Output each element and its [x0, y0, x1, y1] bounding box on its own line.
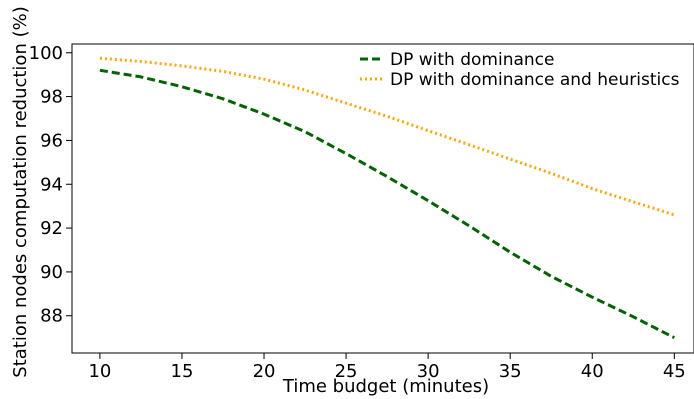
x-tick-label: 30 — [417, 361, 440, 382]
y-tick-label: 88 — [40, 306, 63, 327]
series-line-dp-dominance-heuristics — [99, 56, 675, 217]
y-tick-label: 98 — [40, 87, 63, 108]
y-tick-label: 94 — [40, 174, 63, 195]
plot-area — [71, 43, 694, 354]
y-tick-label: 100 — [29, 43, 63, 64]
x-tick-label: 40 — [581, 361, 604, 382]
series-layer — [99, 56, 675, 340]
series-line-dp-dominance — [99, 68, 675, 340]
y-axis-label: Station nodes computation reduction (%) — [10, 6, 31, 377]
x-axis-ticks: 10 15 20 25 30 35 40 45 — [88, 353, 686, 382]
y-tick-label: 96 — [40, 130, 63, 151]
legend-label-dp-dominance: DP with dominance — [390, 50, 554, 70]
x-tick-label: 25 — [335, 361, 358, 382]
x-tick-label: 15 — [171, 361, 194, 382]
x-tick-label: 45 — [663, 361, 686, 382]
legend-label-dp-dominance-heuristics: DP with dominance and heuristics — [390, 70, 680, 90]
legend: DP with dominance DP with dominance and … — [360, 50, 680, 90]
x-tick-label: 10 — [88, 361, 111, 382]
x-axis-label: Time budget (minutes) — [282, 376, 489, 397]
x-tick-label: 35 — [499, 361, 522, 382]
y-tick-label: 92 — [40, 218, 63, 239]
x-tick-label: 20 — [253, 361, 276, 382]
y-tick-label: 90 — [40, 262, 63, 283]
y-axis-ticks: 88 90 92 94 96 98 100 — [29, 43, 72, 327]
